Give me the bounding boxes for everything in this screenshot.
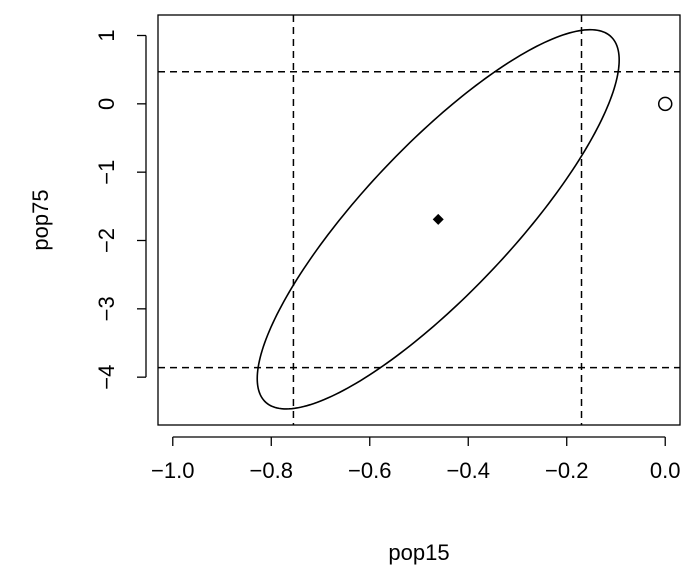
x-tick-label: −1.0 <box>151 458 194 483</box>
plot-layer <box>158 15 680 425</box>
x-tick-label: −0.2 <box>545 458 588 483</box>
x-tick-label: −0.4 <box>447 458 490 483</box>
x-tick-label: −0.8 <box>250 458 293 483</box>
x-tick-label: 0.0 <box>650 458 681 483</box>
y-tick-label: −3 <box>94 296 119 321</box>
y-axis-title: pop75 <box>28 189 53 250</box>
x-tick-label: −0.6 <box>348 458 391 483</box>
data-point-circle <box>657 96 673 112</box>
x-axis: −1.0 −0.8 −0.6 −0.4 −0.2 0.0 <box>151 436 681 483</box>
plot-frame <box>157 14 681 426</box>
y-tick-label: 1 <box>94 29 119 41</box>
y-tick-label: −2 <box>94 228 119 253</box>
y-tick-label: −1 <box>94 160 119 185</box>
y-tick-label: −4 <box>94 365 119 390</box>
y-axis: −4 −3 −2 −1 0 1 <box>94 29 147 390</box>
data-point-diamond <box>432 213 444 225</box>
x-axis-title: pop15 <box>388 540 449 565</box>
y-tick-label: 0 <box>94 98 119 110</box>
confidence-ellipse <box>256 28 620 410</box>
